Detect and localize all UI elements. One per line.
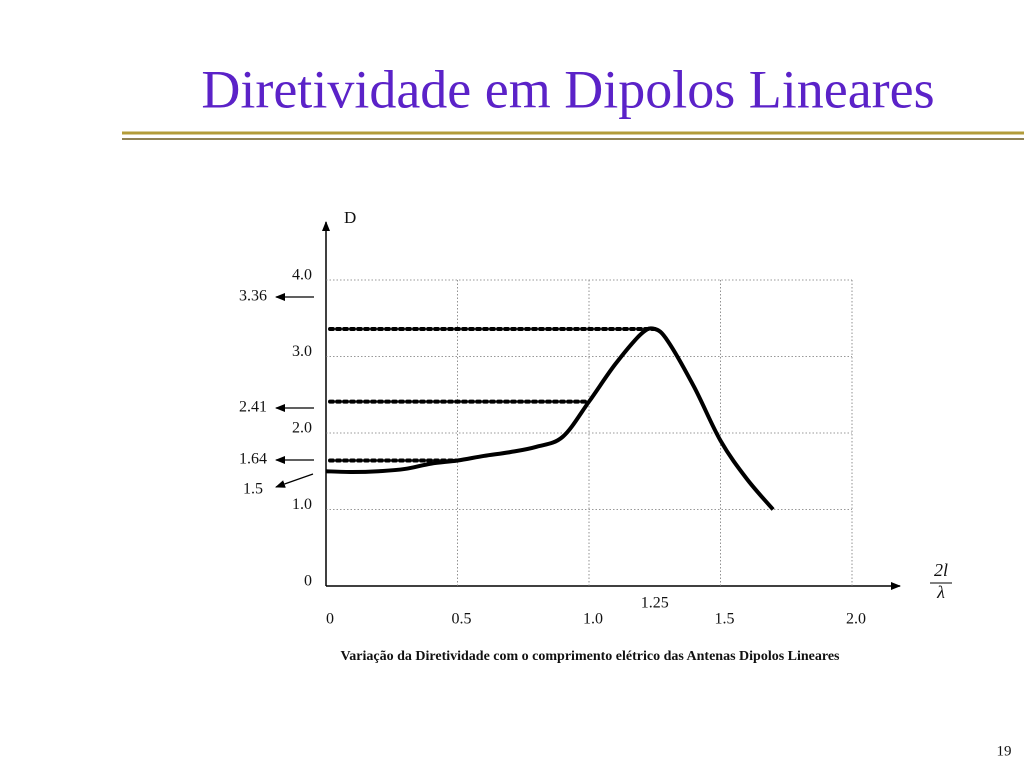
y-tick-label: 0 <box>304 573 312 590</box>
page-number: 19 <box>997 743 1012 759</box>
x-axis-label-numerator: 2l <box>934 560 948 580</box>
reference-arrow <box>275 473 314 488</box>
y-tick-label: 1.0 <box>292 496 312 513</box>
x-tick-label: 1.5 <box>715 611 735 628</box>
data-line <box>325 326 775 511</box>
y-axis-label: D <box>344 208 356 227</box>
slide-title: Diretividade em Dipolos Lineares <box>201 59 934 119</box>
x-tick-label: 2.0 <box>846 611 866 628</box>
reference-label: 2.41 <box>239 399 267 416</box>
y-tick-label: 4.0 <box>292 267 312 284</box>
y-tick-label: 3.0 <box>292 343 312 360</box>
x-axis-label-denominator: λ <box>936 582 945 602</box>
x-tick-label: 1.0 <box>583 611 603 628</box>
reference-label: 3.36 <box>239 288 267 305</box>
chart-caption: Variação da Diretividade com o comprimen… <box>340 649 840 664</box>
x-tick-label: 0 <box>326 611 334 628</box>
y-tick-label: 2.0 <box>292 420 312 437</box>
reference-label: 1.64 <box>239 451 267 468</box>
x-marker-label: 1.25 <box>641 595 669 612</box>
x-tick-label: 0.5 <box>452 611 472 628</box>
reference-label: 1.5 <box>243 481 263 498</box>
